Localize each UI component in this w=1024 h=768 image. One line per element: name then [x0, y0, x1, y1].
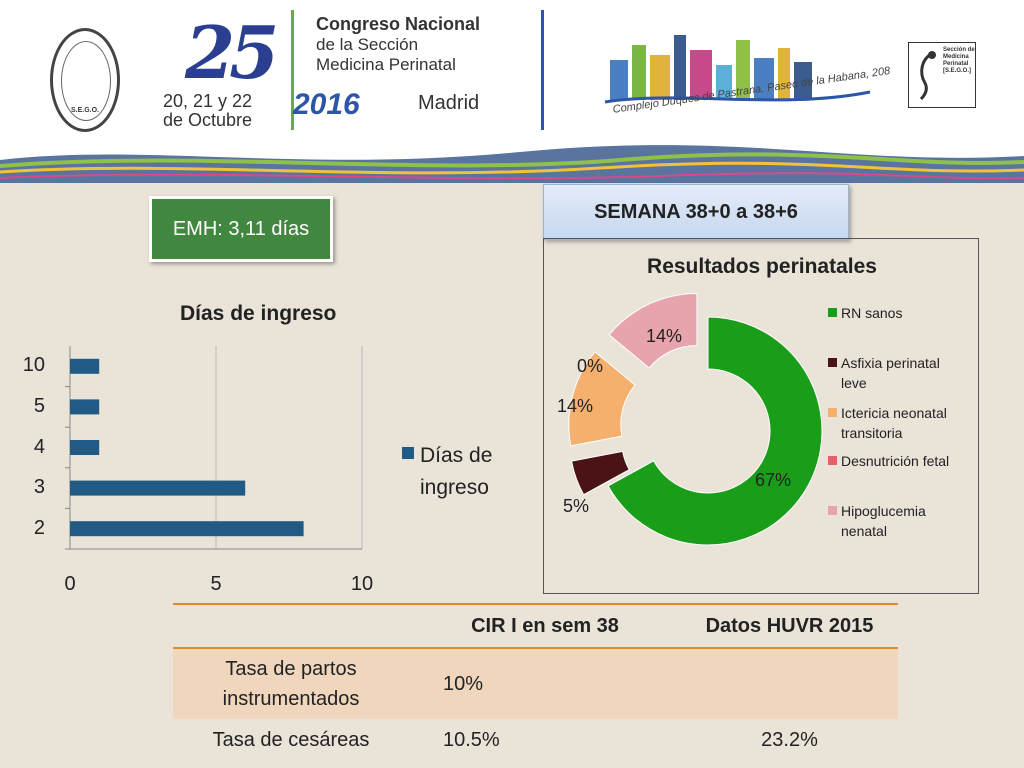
bar-y-tick-label: 4 — [33, 435, 45, 458]
table-row: Tasa de partos instrumentados 10% — [173, 648, 898, 719]
donut-percent-label: 14% — [557, 396, 594, 416]
donut-percent-label: 5% — [563, 496, 590, 516]
donut-legend-label: Asfixia perinatal — [841, 355, 940, 371]
header-brushstroke — [0, 145, 1024, 183]
table-header-cell — [173, 603, 409, 649]
anniversary-number: 25 — [185, 10, 279, 95]
emh-callout: EMH: 3,11 días — [149, 196, 333, 262]
bar — [70, 358, 100, 374]
bar-y-tick-label: 10 — [22, 354, 45, 377]
donut-percent-label: 14% — [646, 326, 683, 346]
madrid-skyline-illustration — [604, 35, 871, 104]
congress-city: Madrid — [418, 92, 480, 114]
bar — [70, 480, 246, 496]
header-divider-2 — [541, 10, 544, 130]
donut-legend-swatch — [828, 506, 837, 515]
donut-legend-item: Asfixia perinatal leve — [828, 353, 940, 393]
donut-legend-item: Desnutrición fetal — [828, 451, 950, 471]
donut-legend-label: Hipoglucemia — [841, 503, 926, 519]
congress-dates: 20, 21 y 22 de Octubre — [163, 91, 253, 130]
bar — [70, 440, 100, 455]
table-cell-label: Tasa de cesáreas — [212, 728, 370, 751]
bar-x-tick-label: 5 — [210, 573, 222, 595]
donut-legend-label: RN sanos — [841, 305, 903, 321]
bar-legend-swatch — [402, 447, 414, 459]
bar-legend-label: Días de ingreso — [420, 444, 493, 499]
table-header-cell: CIR I en sem 38 — [409, 603, 681, 649]
donut-legend-label: Ictericia neonatal — [841, 405, 947, 421]
table-cell: 10.5% — [443, 728, 500, 751]
conference-header: S.E.G.O. 25 20, 21 y 22 de Octubre Congr… — [0, 0, 1024, 183]
semana-label-box: SEMANA 38+0 a 38+6 — [543, 184, 849, 240]
bar-y-tick-label: 2 — [33, 516, 45, 539]
donut-legend-label: transitoria — [841, 425, 903, 441]
right-logo-text: Sección de Medicina Perinatal [S.E.G.O.] — [943, 47, 975, 74]
congress-title-line2: de la Sección — [316, 35, 419, 54]
donut-chart — [568, 292, 823, 546]
congress-title-line1: Congreso Nacional — [316, 14, 481, 34]
donut-slice — [568, 351, 636, 447]
bar-x-tick-label: 0 — [64, 573, 76, 595]
donut-legend-label: leve — [841, 375, 867, 391]
table-cell: 23.2% — [761, 728, 818, 751]
table-row: Tasa de cesáreas 10.5% 23.2% — [173, 719, 898, 761]
donut-slice — [570, 450, 630, 496]
table-header-cell: Datos HUVR 2015 — [681, 603, 898, 649]
table-cell — [681, 648, 898, 719]
donut-legend-item: Ictericia neonatal transitoria — [828, 403, 947, 443]
bar-y-tick-label: 3 — [33, 476, 45, 499]
donut-chart-frame: Resultados perinatales RN sanos Asfixia p… — [543, 238, 979, 594]
donut-legend-label: Desnutrición fetal — [841, 453, 950, 469]
donut-legend-label: nenatal — [841, 523, 887, 539]
header-divider — [291, 10, 294, 130]
donut-slice — [607, 316, 823, 546]
donut-legend-swatch — [828, 308, 837, 317]
donut-legend-swatch — [828, 358, 837, 367]
donut-legend-swatch — [828, 408, 837, 417]
table-cell: 10% — [409, 648, 681, 719]
table-header-row: CIR I en sem 38 Datos HUVR 2015 — [173, 603, 898, 649]
donut-legend-item: RN sanos — [828, 303, 903, 323]
bar — [70, 399, 100, 415]
congress-title-line3: Medicina Perinatal — [316, 55, 456, 74]
donut-slice — [608, 292, 698, 369]
donut-percent-label: 0% — [577, 356, 604, 376]
table-cell-label: Tasa de partos instrumentados — [173, 648, 409, 719]
donut-percent-label: 67% — [755, 470, 792, 490]
donut-legend-swatch — [828, 456, 837, 465]
congress-year: 2016 — [293, 88, 360, 121]
bar-y-tick-label: 5 — [33, 394, 45, 417]
seal-text: S.E.G.O. — [70, 107, 99, 114]
donut-chart-title: Resultados perinatales — [647, 255, 877, 278]
bar-x-tick-label: 10 — [350, 573, 374, 595]
donut-legend-item: Hipoglucemia nenatal — [828, 501, 926, 541]
bar-chart-title: Días de ingreso — [180, 302, 337, 325]
results-table: CIR I en sem 38 Datos HUVR 2015 Tasa de … — [173, 603, 898, 761]
seccion-medicina-perinatal-logo: Sección de Medicina Perinatal [S.E.G.O.] — [908, 42, 976, 108]
sego-seal-logo: S.E.G.O. — [50, 28, 120, 132]
bar — [70, 521, 304, 537]
